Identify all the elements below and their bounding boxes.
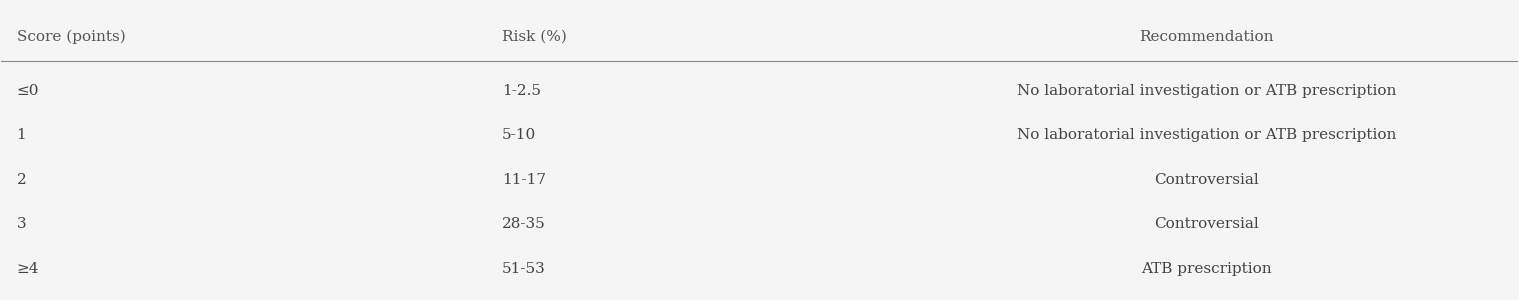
Text: ≤0: ≤0 — [17, 84, 39, 98]
Text: Score (points): Score (points) — [17, 30, 125, 44]
Text: Recommendation: Recommendation — [1139, 30, 1274, 44]
Text: Controversial: Controversial — [1154, 217, 1259, 231]
Text: 3: 3 — [17, 217, 26, 231]
Text: ≥4: ≥4 — [17, 262, 39, 276]
Text: 1-2.5: 1-2.5 — [501, 84, 541, 98]
Text: 11-17: 11-17 — [501, 173, 545, 187]
Text: 5-10: 5-10 — [501, 128, 536, 142]
Text: 2: 2 — [17, 173, 26, 187]
Text: Controversial: Controversial — [1154, 173, 1259, 187]
Text: Risk (%): Risk (%) — [501, 30, 567, 44]
Text: ATB prescription: ATB prescription — [1141, 262, 1271, 276]
Text: No laboratorial investigation or ATB prescription: No laboratorial investigation or ATB pre… — [1018, 128, 1396, 142]
Text: 28-35: 28-35 — [501, 217, 545, 231]
Text: 51-53: 51-53 — [501, 262, 545, 276]
Text: 1: 1 — [17, 128, 26, 142]
Text: No laboratorial investigation or ATB prescription: No laboratorial investigation or ATB pre… — [1018, 84, 1396, 98]
